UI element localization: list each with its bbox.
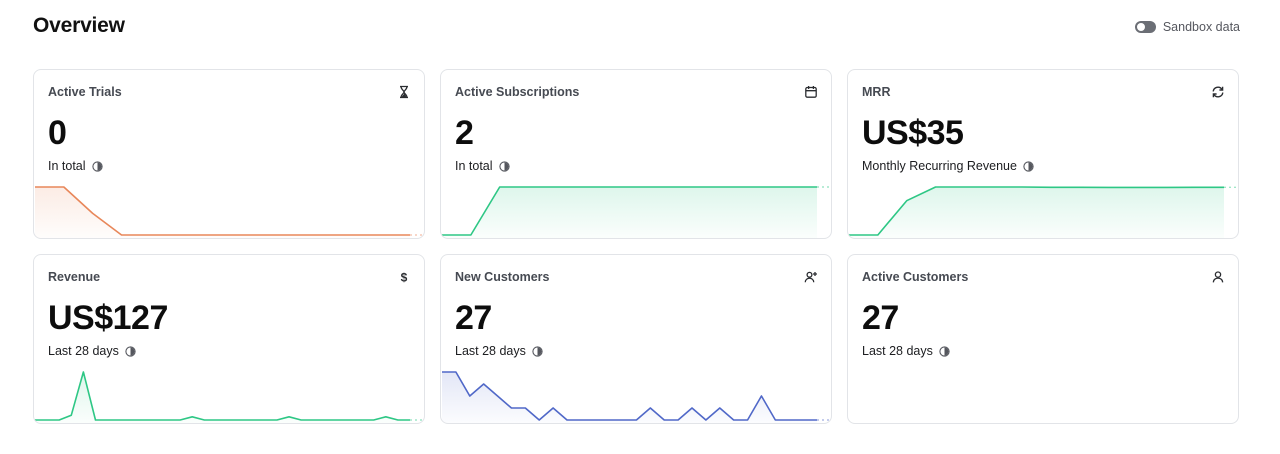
- toggle-switch[interactable]: [1134, 21, 1156, 33]
- hourglass-icon: [397, 85, 411, 99]
- sandbox-data-toggle[interactable]: Sandbox data: [1134, 20, 1240, 34]
- info-icon[interactable]: [532, 345, 543, 357]
- card-active-trials[interactable]: Active Trials 0 In total: [33, 69, 425, 239]
- card-subtitle: Last 28 days: [862, 344, 950, 358]
- user-icon: [1211, 270, 1225, 284]
- card-mrr[interactable]: MRR US$35 Monthly Recurring Revenue: [847, 69, 1239, 239]
- info-icon[interactable]: [498, 160, 510, 172]
- sparkline-area: [442, 187, 817, 238]
- metrics-grid: Active Trials 0 In total Active Subscrip…: [33, 69, 1239, 424]
- page-title: Overview: [33, 14, 125, 37]
- card-subtitle-text: Monthly Recurring Revenue: [862, 159, 1017, 173]
- sparkline-area: [442, 372, 817, 423]
- sandbox-data-label: Sandbox data: [1162, 20, 1240, 34]
- info-icon[interactable]: [91, 160, 103, 172]
- card-value: 0: [48, 114, 67, 152]
- card-value: US$127: [48, 299, 168, 337]
- user-plus-icon: [804, 270, 818, 284]
- svg-text:$: $: [401, 271, 408, 285]
- sparkline-line: [849, 186, 1224, 236]
- sparkline-line: [442, 371, 817, 421]
- card-title: MRR: [862, 85, 891, 99]
- card-subtitle-text: In total: [48, 159, 86, 173]
- card-value: 2: [455, 114, 474, 152]
- sparkline-chart: [442, 371, 829, 423]
- card-value: 27: [455, 299, 492, 337]
- sparkline-area: [35, 187, 410, 238]
- card-title: New Customers: [455, 270, 550, 284]
- card-revenue[interactable]: Revenue $ US$127 Last 28 days: [33, 254, 425, 424]
- info-icon[interactable]: [1023, 160, 1034, 172]
- sparkline-chart: [35, 371, 422, 423]
- dollar-icon: $: [397, 270, 411, 285]
- card-title: Active Subscriptions: [455, 85, 580, 99]
- sparkline-area: [35, 372, 410, 423]
- card-subtitle: In total: [48, 159, 103, 173]
- info-icon[interactable]: [939, 345, 950, 357]
- card-title: Active Customers: [862, 270, 969, 284]
- card-active-subscriptions[interactable]: Active Subscriptions 2 In total: [440, 69, 832, 239]
- sparkline-area: [849, 187, 1224, 238]
- card-subtitle: Last 28 days: [48, 344, 136, 358]
- sparkline-chart: [848, 361, 1238, 423]
- sparkline-line: [35, 186, 410, 236]
- card-subtitle: Last 28 days: [455, 344, 543, 358]
- card-new-customers[interactable]: New Customers 27 Last 28 days: [440, 254, 832, 424]
- card-subtitle: Monthly Recurring Revenue: [862, 159, 1034, 173]
- sparkline-chart: [849, 186, 1236, 238]
- card-title: Revenue: [48, 270, 101, 284]
- card-title: Active Trials: [48, 85, 122, 99]
- card-subtitle-text: Last 28 days: [48, 344, 119, 358]
- sparkline-chart: [35, 186, 422, 238]
- info-icon[interactable]: [125, 345, 136, 357]
- card-subtitle-text: Last 28 days: [455, 344, 526, 358]
- card-subtitle-text: In total: [455, 159, 493, 173]
- card-subtitle: In total: [455, 159, 510, 173]
- sparkline-chart: [442, 186, 829, 238]
- sparkline-line: [442, 186, 817, 236]
- card-active-customers[interactable]: Active Customers 27 Last 28 days: [847, 254, 1239, 424]
- toggle-knob: [1136, 23, 1145, 31]
- refresh-icon: [1211, 85, 1225, 99]
- sparkline-line: [35, 371, 410, 421]
- card-value: US$35: [862, 114, 964, 152]
- calendar-icon: [804, 85, 818, 99]
- card-subtitle-text: Last 28 days: [862, 344, 933, 358]
- card-value: 27: [862, 299, 899, 337]
